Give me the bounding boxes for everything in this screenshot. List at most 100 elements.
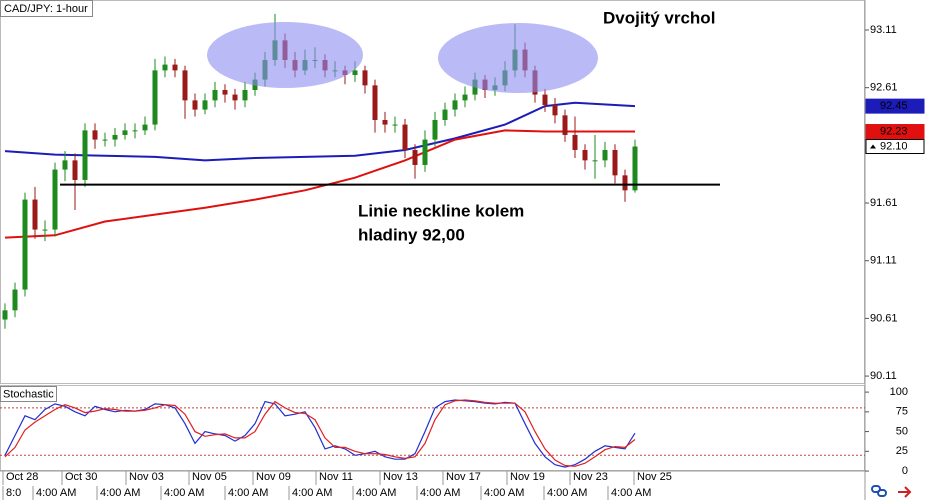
link-icon[interactable] [877,489,887,497]
top-highlight [207,22,363,88]
indicator-box [0,386,57,402]
candle-body [152,70,158,125]
candle-body [592,160,598,162]
candle-body [22,199,28,290]
toolbar-icons[interactable] [871,485,912,498]
candle-body [122,130,128,135]
candle-body [622,175,628,191]
y-tick-label: 75 [896,406,908,418]
x-tick-label: Nov 11 [319,471,353,483]
y-tick-label: 90.61 [870,312,898,324]
neckline-label: hladiny 92,00 [358,225,465,244]
x-time-label: 4:00 AM [292,487,332,499]
candle-body [242,89,248,101]
candle-body [132,130,138,132]
y-tick-label: 100 [890,386,908,398]
candle-body [462,94,468,101]
title-box [0,0,93,17]
candle-body [212,89,218,101]
x-time-label: 4:00 AM [420,487,460,499]
x-time-label: 4:00 AM [164,487,204,499]
candle-body [42,229,48,231]
candle-body [202,100,208,110]
arrow-icon[interactable] [898,486,912,498]
y-tick-label: 90.11 [870,370,897,382]
candle-body [92,130,98,140]
y-tick-label: 91.11 [870,255,897,267]
x-tick-label: Nov 17 [446,471,481,483]
indicator-title: Stochastic [3,388,54,400]
x-time-label: 4:00 AM [36,487,76,499]
stochastic-panel [0,385,865,471]
stochastic-line [4,399,636,467]
y-tick-label: 25 [896,445,908,457]
price-marker-label: 92.10 [880,140,908,152]
candle-body [72,160,78,180]
candle-body [422,139,428,165]
y-tick-label: 0 [902,465,908,477]
x-tick-label: Nov 09 [256,471,291,483]
x-tick-label: Nov 23 [573,471,608,483]
y-tick-label: 92.61 [870,82,898,94]
stochastic-plot [0,399,865,468]
candle-body [112,134,118,140]
candle-body [632,146,638,191]
pattern-label: Dvojitý vrchol [603,8,715,27]
candle-body [402,124,408,150]
candle-body [232,94,238,101]
candle-body [82,130,88,180]
x-tick-label: Nov 03 [129,471,164,483]
x-tick-label: Nov 05 [192,471,227,483]
main-panel [0,0,865,384]
link-icon[interactable] [871,485,881,493]
candle-body [52,169,58,230]
x-time-label: 4:00 AM [547,487,587,499]
candle-body [412,149,418,165]
x-tick-label: Oct 28 [6,471,38,483]
x-time-label: 4:00 AM [228,487,268,499]
price-marker [865,139,925,155]
price-marker-label: 92.23 [880,125,908,137]
candle-body [62,160,68,170]
candle-body [352,70,358,75]
candle-body [362,70,368,86]
x-time-label: 4:00 AM [611,487,651,499]
candle-body [452,100,458,110]
x-time-label: 4:00 AM [356,487,396,499]
candle-body [552,104,558,116]
candle-body [192,100,198,110]
x-time-label: 4:00 AM [484,487,524,499]
top-highlight [438,23,598,93]
candle-body [2,310,8,320]
candle-body [612,149,618,176]
x-time-label: 8:0 [6,487,21,499]
chart-title: CAD/JPY: 1-hour [4,3,88,15]
marker-arrow [870,144,876,149]
x-tick-label: Nov 19 [510,471,545,483]
y-tick-label: 91.61 [870,197,898,209]
price-marker-label: 92.45 [880,100,908,112]
price-marker [865,98,925,114]
candle-body [432,119,438,140]
candle-body [182,70,188,101]
candle-body [382,119,388,125]
candle-body [392,124,398,126]
price-marker [865,124,925,140]
y-tick-label: 50 [896,425,908,437]
candle-body [572,134,578,150]
pattern-highlights [207,22,598,93]
candle-body [12,289,18,311]
x-time-label: 4:00 AM [100,487,140,499]
candle-body [142,124,148,131]
x-tick-label: Oct 30 [65,471,97,483]
stochastic-line [4,399,636,468]
x-tick-label: Nov 13 [383,471,418,483]
candle-body [172,64,178,71]
candle-body [102,139,108,141]
candle-body [582,149,588,161]
candle-body [542,94,548,105]
candle-body [442,109,448,120]
candle-body [32,199,38,230]
candle-body [602,149,608,161]
axes: 93.11 92.61 91.61 91.11 90.61 90.11 92.45 92.23… [2,24,925,500]
